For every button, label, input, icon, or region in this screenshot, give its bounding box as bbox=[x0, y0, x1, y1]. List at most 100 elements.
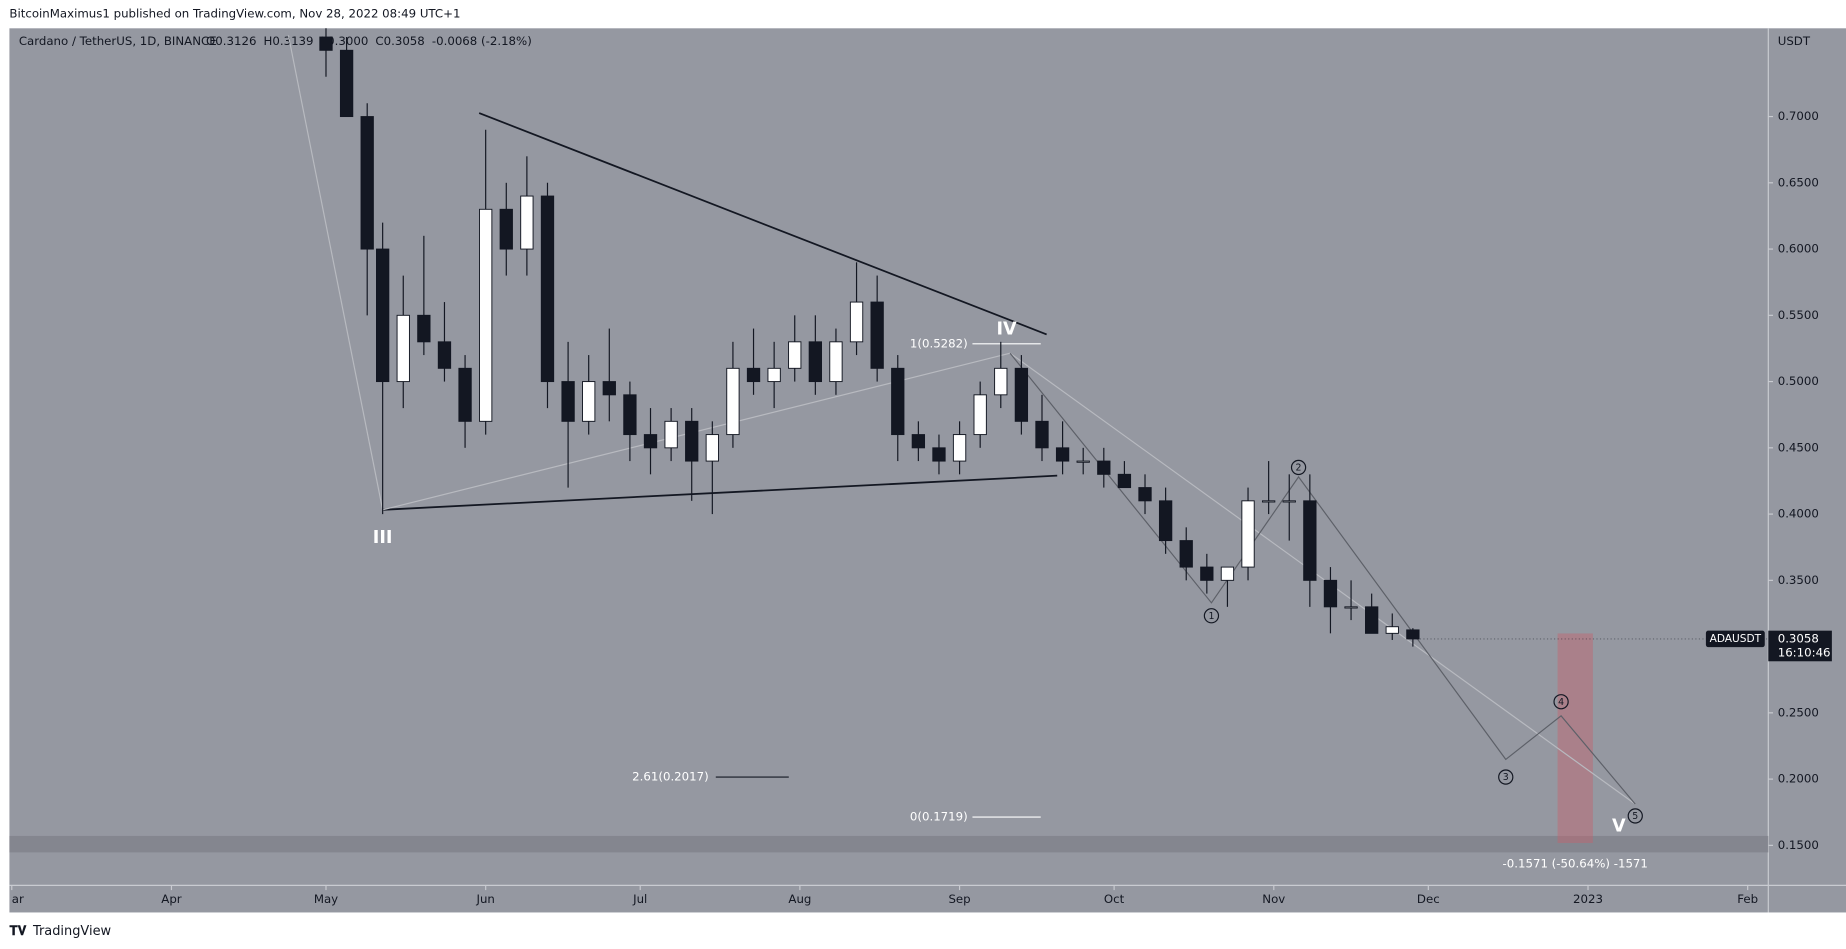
candle-body bbox=[829, 341, 843, 383]
ohlc-value: -0.0068 (-2.18%) bbox=[432, 34, 532, 48]
candle-body bbox=[911, 434, 926, 449]
x-tick-label: Nov bbox=[1262, 892, 1285, 906]
x-tick-label: 2023 bbox=[1573, 892, 1603, 906]
wave-line bbox=[1009, 352, 1636, 805]
candle-body bbox=[1014, 367, 1029, 422]
y-tick-label: 0.6500 bbox=[1778, 175, 1819, 189]
candle-body bbox=[685, 420, 699, 462]
x-tick-label: Aug bbox=[788, 892, 811, 906]
candle-body bbox=[375, 248, 390, 383]
ohlc-value: C0.3058 bbox=[375, 34, 424, 48]
candle-body bbox=[849, 301, 864, 343]
drawings bbox=[287, 28, 1636, 818]
chart-title: Cardano / TetherUS, 1D, BINANCE bbox=[19, 34, 217, 48]
candle-body bbox=[705, 434, 719, 462]
y-tick-label: 0.3500 bbox=[1778, 573, 1819, 587]
fib-label: 2.61(0.2017) bbox=[632, 770, 709, 784]
x-tick-label: Apr bbox=[161, 892, 182, 906]
candle-body bbox=[1323, 579, 1338, 608]
subwave-label: 2 bbox=[1296, 463, 1302, 474]
price-tag-bg bbox=[1768, 630, 1832, 662]
candle-body bbox=[1406, 629, 1420, 640]
y-tick-label: 0.5500 bbox=[1778, 308, 1819, 322]
y-tick-label: 0.6000 bbox=[1778, 242, 1819, 256]
x-tick-label: ar bbox=[12, 892, 24, 906]
footer-brand: TradingView bbox=[32, 924, 112, 939]
candle-body bbox=[1097, 460, 1111, 475]
subwave-label: 3 bbox=[1503, 772, 1509, 783]
countdown: 16:10:46 bbox=[1778, 646, 1831, 660]
target-label: -0.1571 (-50.64%) -1571 bbox=[1503, 857, 1648, 871]
support-zone bbox=[9, 835, 1769, 853]
candle-body bbox=[808, 341, 822, 383]
subwave-labels: 1 2 3 4 5 bbox=[1203, 459, 1643, 824]
candle-body bbox=[417, 314, 431, 343]
candle-body bbox=[623, 394, 637, 436]
candle-body bbox=[602, 381, 616, 396]
logo-mark: 𝐓𝐕 bbox=[9, 924, 26, 939]
x-tick-label: Feb bbox=[1737, 892, 1758, 906]
ohlc-header: O0.3126 H0.3139 L0.3000 C0.3058 -0.0068 (-2.… bbox=[206, 34, 532, 48]
y-tick-label: 0.4000 bbox=[1778, 507, 1819, 521]
y-tick-label: 0.5000 bbox=[1778, 374, 1819, 388]
candle-body bbox=[540, 195, 555, 383]
triangle-lower bbox=[382, 474, 1058, 511]
candle-body bbox=[1385, 626, 1399, 634]
candle-body bbox=[973, 394, 987, 436]
candle-body bbox=[1344, 606, 1358, 609]
candle-body bbox=[891, 367, 905, 436]
fib-label: 0(0.1719) bbox=[910, 810, 968, 824]
candle-body bbox=[339, 49, 354, 118]
candle-body bbox=[1241, 500, 1255, 568]
chart-background bbox=[9, 28, 1846, 913]
symbol-tag-bg bbox=[1705, 630, 1765, 648]
candle-body bbox=[1055, 447, 1070, 462]
candle-body bbox=[1076, 460, 1090, 463]
subwave-circle bbox=[1290, 459, 1307, 476]
subwave-circle bbox=[1553, 694, 1569, 710]
candle-body bbox=[1200, 566, 1214, 581]
candle-body bbox=[1179, 540, 1193, 568]
ohlc-value: H0.3139 bbox=[264, 34, 314, 48]
x-tick-label: May bbox=[314, 892, 338, 906]
candle-body bbox=[396, 314, 410, 383]
subwave-label: 1 bbox=[1208, 611, 1214, 622]
candle-body bbox=[479, 208, 493, 422]
candle-body bbox=[1261, 500, 1276, 503]
x-tick-label: Sep bbox=[948, 892, 970, 906]
candle-body bbox=[932, 447, 946, 462]
candle-body bbox=[520, 195, 534, 250]
target-zone bbox=[1557, 633, 1593, 843]
published-line: BitcoinMaximus1 published on TradingView… bbox=[9, 7, 460, 21]
ohlc-value: O0.3126 bbox=[206, 34, 256, 48]
candle-body bbox=[1303, 500, 1317, 581]
x-tick-label: Jul bbox=[632, 892, 647, 906]
wave-label: V bbox=[1612, 817, 1626, 837]
candle-body bbox=[499, 208, 513, 250]
subwave-circle bbox=[1627, 808, 1643, 824]
candle-body bbox=[643, 434, 658, 449]
x-tick-label: Dec bbox=[1417, 892, 1440, 906]
candle-body bbox=[458, 367, 472, 422]
candle-body bbox=[788, 341, 802, 369]
candle-body bbox=[1158, 500, 1173, 542]
y-tick-label: 0.2500 bbox=[1778, 705, 1819, 719]
candle-body bbox=[561, 381, 575, 422]
wave-label: III bbox=[373, 528, 393, 548]
price-unit: USDT bbox=[1778, 34, 1811, 48]
candle-body bbox=[664, 420, 678, 449]
x-tick-label: Jun bbox=[475, 892, 494, 906]
candle-body bbox=[1282, 500, 1296, 503]
symbol-tag: ADAUSDT bbox=[1710, 633, 1762, 645]
subwave-circle bbox=[1203, 608, 1220, 624]
candles bbox=[319, 28, 1420, 647]
candle-body bbox=[1035, 420, 1049, 449]
candle-body bbox=[726, 367, 740, 436]
price-tag: 0.3058 bbox=[1778, 631, 1819, 645]
candle-body bbox=[994, 367, 1008, 396]
candle-body bbox=[746, 367, 761, 383]
candle-body bbox=[767, 367, 781, 383]
candle-body bbox=[1220, 566, 1235, 581]
